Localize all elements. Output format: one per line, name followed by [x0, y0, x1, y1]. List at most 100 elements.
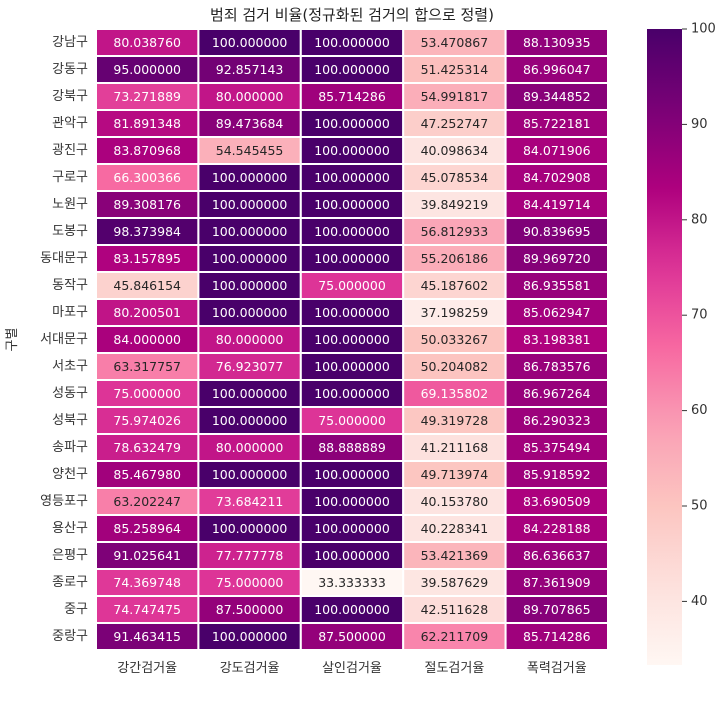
cell-value-label: 51.425314 — [421, 62, 489, 77]
cell-value-label: 54.991817 — [421, 89, 489, 104]
heatmap-cells: 80.038760 100.000000 100.000000 53.470867 88… — [95, 28, 610, 651]
cell-value-label: 100.000000 — [314, 62, 390, 77]
column-tick-label: 강도검거율 — [220, 661, 280, 676]
heatmap-cell — [504, 244, 610, 273]
cell-value-label: 100.000000 — [212, 629, 288, 644]
heatmap-cell — [504, 514, 610, 543]
row-tick-label: 송파구 — [52, 440, 88, 455]
heatmap-cell — [299, 271, 405, 300]
column-tick-label: 절도검거율 — [424, 661, 484, 676]
cell-value-label: 33.333333 — [318, 575, 386, 590]
cell-value-label: 92.857143 — [216, 62, 284, 77]
cell-value-label: 62.211709 — [421, 629, 489, 644]
cell-value-label: 90.839695 — [523, 224, 591, 239]
heatmap-cell — [95, 541, 200, 570]
row-tick-label: 서초구 — [52, 359, 88, 374]
row-tick-label: 도봉구 — [52, 224, 88, 239]
column-tick-label: 강간검거율 — [117, 661, 177, 676]
cell-value-label: 56.812933 — [421, 224, 489, 239]
heatmap-cell — [402, 298, 507, 327]
cell-value-label: 89.473684 — [216, 116, 284, 131]
heatmap-cell — [95, 271, 200, 300]
cell-value-label: 76.923077 — [216, 359, 284, 374]
heatmap-cell — [95, 460, 200, 489]
cell-value-label: 85.714286 — [318, 89, 386, 104]
row-tick-label: 동대문구 — [40, 251, 88, 266]
cell-value-label: 100.000000 — [314, 332, 390, 347]
cell-value-label: 75.000000 — [113, 386, 181, 401]
heatmap-cell — [197, 460, 302, 489]
heatmap-cell — [504, 487, 610, 516]
heatmap-cell — [95, 352, 200, 381]
row-tick-label: 노원구 — [52, 197, 88, 212]
cell-value-label: 80.200501 — [113, 305, 181, 320]
heatmap-cell — [504, 433, 610, 462]
colorbar-tick-label: 50 — [691, 499, 708, 514]
heatmap-cell — [95, 514, 200, 543]
cell-value-label: 89.707865 — [523, 602, 591, 617]
cell-value-label: 80.038760 — [113, 35, 181, 50]
row-tick-label: 강북구 — [52, 89, 88, 104]
cell-value-label: 100.000000 — [314, 602, 390, 617]
colorbar-tick-label: 90 — [691, 117, 708, 132]
cell-value-label: 45.078534 — [421, 170, 489, 185]
cell-value-label: 91.025641 — [113, 548, 181, 563]
row-tick-label: 성북구 — [52, 413, 88, 428]
row-tick-label: 동작구 — [52, 278, 88, 293]
cell-value-label: 73.684211 — [216, 494, 284, 509]
heatmap-cell — [95, 109, 200, 138]
heatmap-cell — [504, 379, 610, 408]
cell-value-label: 54.545455 — [216, 143, 284, 158]
heatmap-cell — [95, 298, 200, 327]
heatmap-cell — [95, 217, 200, 246]
cell-value-label: 45.187602 — [421, 278, 489, 293]
heatmap-cell — [402, 541, 507, 570]
cell-value-label: 75.000000 — [216, 575, 284, 590]
heatmap-cell — [504, 298, 610, 327]
heatmap-cell — [95, 325, 200, 354]
cell-value-label: 39.849219 — [421, 197, 489, 212]
cell-value-label: 80.000000 — [216, 440, 284, 455]
cell-value-label: 100.000000 — [314, 143, 390, 158]
row-labels: 강남구강동구강북구관악구광진구구로구노원구도봉구동대문구동작구마포구서대문구서초… — [40, 35, 88, 644]
cell-value-label: 75.974026 — [113, 413, 181, 428]
heatmap-cell — [197, 217, 302, 246]
cell-value-label: 81.891348 — [113, 116, 181, 131]
colorbar-tick-label: 60 — [691, 403, 708, 418]
heatmap-cell — [402, 568, 507, 597]
cell-value-label: 87.500000 — [318, 629, 386, 644]
cell-value-label: 78.632479 — [113, 440, 181, 455]
cell-value-label: 84.228188 — [523, 521, 591, 536]
heatmap-cell — [95, 379, 200, 408]
heatmap-cell — [299, 568, 405, 597]
cell-value-label: 86.967264 — [523, 386, 591, 401]
cell-value-label: 47.252747 — [421, 116, 489, 131]
cell-value-label: 55.206186 — [421, 251, 489, 266]
y-axis-label: 구별 — [5, 328, 20, 352]
cell-value-label: 95.000000 — [113, 62, 181, 77]
heatmap-cell — [299, 433, 405, 462]
cell-value-label: 37.198259 — [421, 305, 489, 320]
heatmap-cell — [504, 460, 610, 489]
cell-value-label: 86.290323 — [523, 413, 591, 428]
cell-value-label: 100.000000 — [212, 386, 288, 401]
heatmap-cell — [504, 541, 610, 570]
cell-value-label: 41.211168 — [421, 440, 489, 455]
colorbar-tick-label: 80 — [691, 212, 708, 227]
heatmap-cell — [402, 379, 507, 408]
cell-value-label: 85.062947 — [523, 305, 591, 320]
column-tick-label: 살인검거율 — [322, 661, 382, 676]
cell-value-label: 85.722181 — [523, 116, 591, 131]
cell-value-label: 45.846154 — [113, 278, 181, 293]
cell-value-label: 89.308176 — [113, 197, 181, 212]
heatmap-cell — [504, 271, 610, 300]
cell-value-label: 100.000000 — [212, 197, 288, 212]
cell-value-label: 100.000000 — [314, 251, 390, 266]
cell-value-label: 86.783576 — [523, 359, 591, 374]
cell-value-label: 100.000000 — [314, 116, 390, 131]
cell-value-label: 85.467980 — [113, 467, 181, 482]
cell-value-label: 80.000000 — [216, 332, 284, 347]
heatmap-cell — [197, 622, 302, 651]
cell-value-label: 100.000000 — [314, 494, 390, 509]
cell-value-label: 100.000000 — [212, 224, 288, 239]
